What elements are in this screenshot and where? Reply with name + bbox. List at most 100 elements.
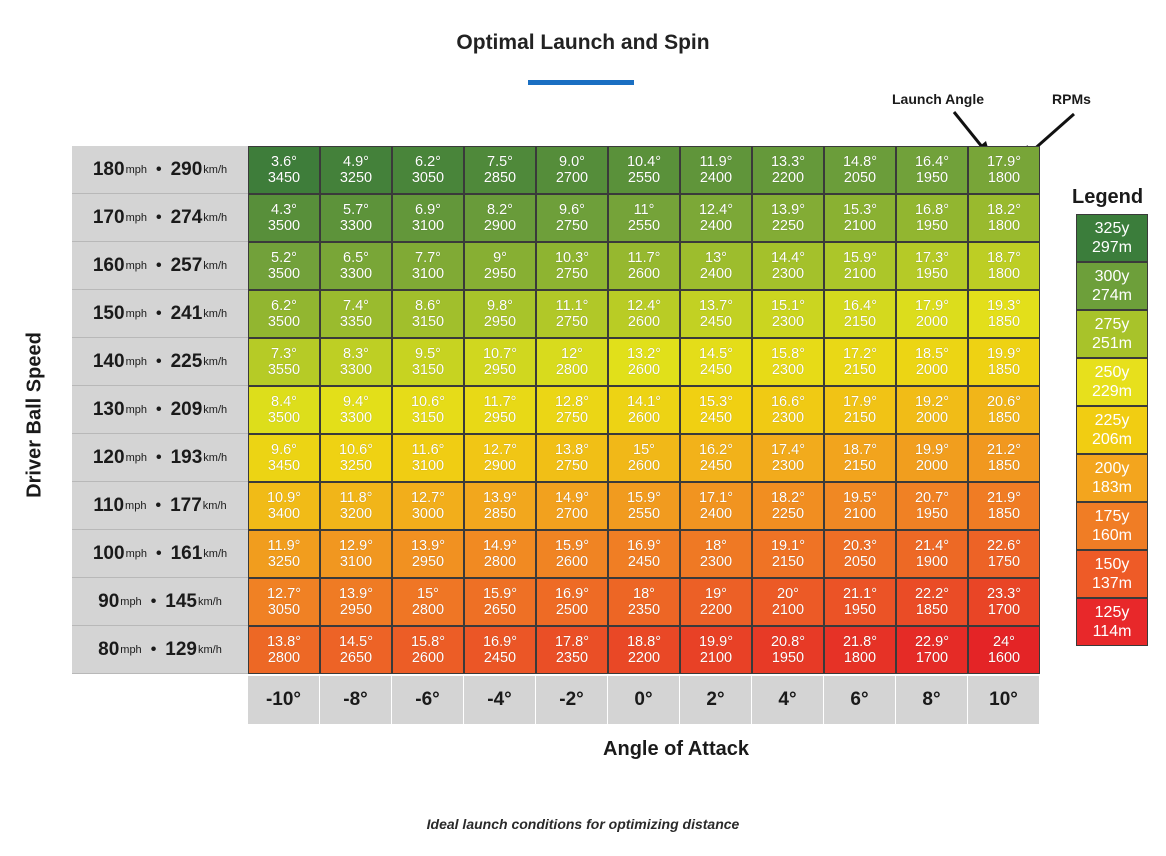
heatmap-cell: 13.8° 2800: [248, 626, 320, 674]
row-label: 140 mph • 225 km/h: [72, 338, 248, 386]
launch-angle-value: 6.2°: [415, 154, 441, 170]
heatmap-cell: 21.1° 1950: [824, 578, 896, 626]
title-underline: [528, 80, 634, 85]
rpm-value: 2250: [771, 218, 805, 234]
rpm-value: 1850: [987, 410, 1021, 426]
legend-item: 150y 137m: [1076, 550, 1148, 598]
launch-angle-value: 21.2°: [986, 442, 1022, 458]
rpm-value: 3150: [411, 314, 445, 330]
x-tick-label: 2°: [680, 676, 752, 724]
launch-angle-value: 16.6°: [770, 394, 806, 410]
launch-angle-value: 13.8°: [554, 442, 590, 458]
rpm-value: 2650: [483, 602, 517, 618]
heatmap-cell: 23.3° 1700: [968, 578, 1040, 626]
heatmap-cell: 24° 1600: [968, 626, 1040, 674]
heatmap-cell: 19.3° 1850: [968, 290, 1040, 338]
heatmap-cell: 16.9° 2500: [536, 578, 608, 626]
launch-angle-value: 14.5°: [338, 634, 374, 650]
rpm-value: 3100: [411, 458, 445, 474]
launch-angle-value: 18.5°: [914, 346, 950, 362]
x-tick-label: 10°: [968, 676, 1040, 724]
rpm-value: 2950: [483, 314, 517, 330]
mph-unit: mph: [125, 499, 147, 512]
heatmap-cell: 16.6° 2300: [752, 386, 824, 434]
heatmap-cell: 19° 2200: [680, 578, 752, 626]
launch-angle-value: 20.6°: [986, 394, 1022, 410]
rpm-value: 2750: [555, 266, 589, 282]
rpm-value: 1950: [915, 170, 949, 186]
launch-angle-value: 7.3°: [271, 346, 297, 362]
legend-item: 175y 160m: [1076, 502, 1148, 550]
rpm-value: 2800: [267, 650, 301, 666]
launch-angle-value: 14.8°: [842, 154, 878, 170]
rpm-value: 2100: [843, 506, 877, 522]
heatmap-cell: 7.7° 3100: [392, 242, 464, 290]
rpm-value: 2550: [627, 218, 661, 234]
launch-angle-value: 18.7°: [842, 442, 878, 458]
heatmap-cell: 16.8° 1950: [896, 194, 968, 242]
heatmap-cell: 17.1° 2400: [680, 482, 752, 530]
kmh-value: 241: [170, 302, 203, 324]
row-label: 150 mph • 241 km/h: [72, 290, 248, 338]
rpm-value: 2100: [699, 650, 733, 666]
separator-dot: •: [155, 544, 162, 562]
kmh-unit: km/h: [203, 451, 228, 464]
heatmap-cell: 15.3° 2100: [824, 194, 896, 242]
launch-angle-value: 6.2°: [271, 298, 297, 314]
launch-angle-value: 15.3°: [842, 202, 878, 218]
rpms-annotation: RPMs: [1052, 91, 1091, 107]
kmh-unit: km/h: [203, 547, 228, 560]
launch-angle-value: 19.3°: [986, 298, 1022, 314]
rpm-value: 3550: [267, 362, 301, 378]
heatmap-cell: 17.9° 2000: [896, 290, 968, 338]
heatmap-cell: 15.8° 2300: [752, 338, 824, 386]
heatmap-cell: 15.9° 2550: [608, 482, 680, 530]
legend-meters: 137m: [1091, 575, 1133, 592]
legend-item: 300y 274m: [1076, 262, 1148, 310]
legend-item: 325y 297m: [1076, 214, 1148, 262]
heatmap-cell: 13.2° 2600: [608, 338, 680, 386]
launch-angle-annotation: Launch Angle: [892, 91, 985, 107]
heatmap-cell: 11.9° 3250: [248, 530, 320, 578]
launch-angle-value: 15°: [417, 586, 439, 602]
heatmap-cell: 4.3° 3500: [248, 194, 320, 242]
rpm-value: 3050: [411, 170, 445, 186]
rpm-value: 3100: [339, 554, 373, 570]
separator-dot: •: [155, 496, 162, 514]
kmh-unit: km/h: [203, 307, 228, 320]
heatmap-cell: 22.9° 1700: [896, 626, 968, 674]
mph-unit: mph: [125, 355, 147, 368]
launch-angle-value: 12°: [561, 346, 583, 362]
heatmap-cell: 12.9° 3100: [320, 530, 392, 578]
heatmap-cell: 21.9° 1850: [968, 482, 1040, 530]
launch-angle-value: 17.9°: [986, 154, 1022, 170]
rpm-value: 3300: [339, 410, 373, 426]
launch-angle-value: 19°: [705, 586, 727, 602]
legend-meters: 160m: [1091, 527, 1133, 544]
rpm-value: 2400: [699, 266, 733, 282]
launch-angle-value: 12.7°: [482, 442, 518, 458]
legend-yards: 300y: [1094, 268, 1130, 285]
heatmap-cell: 4.9° 3250: [320, 146, 392, 194]
rpm-value: 2400: [699, 506, 733, 522]
heatmap-cell: 18.2° 2250: [752, 482, 824, 530]
rpm-value: 3200: [339, 506, 373, 522]
rpms-arrow-line: [1030, 112, 1075, 154]
launch-angle-value: 15.1°: [770, 298, 806, 314]
mph-unit: mph: [125, 211, 147, 224]
heatmap-cell: 19.9° 1850: [968, 338, 1040, 386]
launch-angle-value: 14.9°: [554, 490, 590, 506]
rpm-value: 2600: [411, 650, 445, 666]
heatmap-cell: 11.8° 3200: [320, 482, 392, 530]
launch-angle-value: 11.7°: [483, 394, 517, 410]
separator-dot: •: [150, 592, 157, 610]
launch-angle-value: 7.5°: [487, 154, 513, 170]
rpm-value: 2050: [843, 554, 877, 570]
heatmap-cell: 11.1° 2750: [536, 290, 608, 338]
heatmap-cell: 13.9° 2250: [752, 194, 824, 242]
heatmap-cell: 18.8° 2200: [608, 626, 680, 674]
rpm-value: 2000: [915, 314, 949, 330]
launch-angle-value: 19.1°: [770, 538, 806, 554]
rpm-value: 2550: [627, 506, 661, 522]
rpm-value: 2750: [555, 218, 589, 234]
